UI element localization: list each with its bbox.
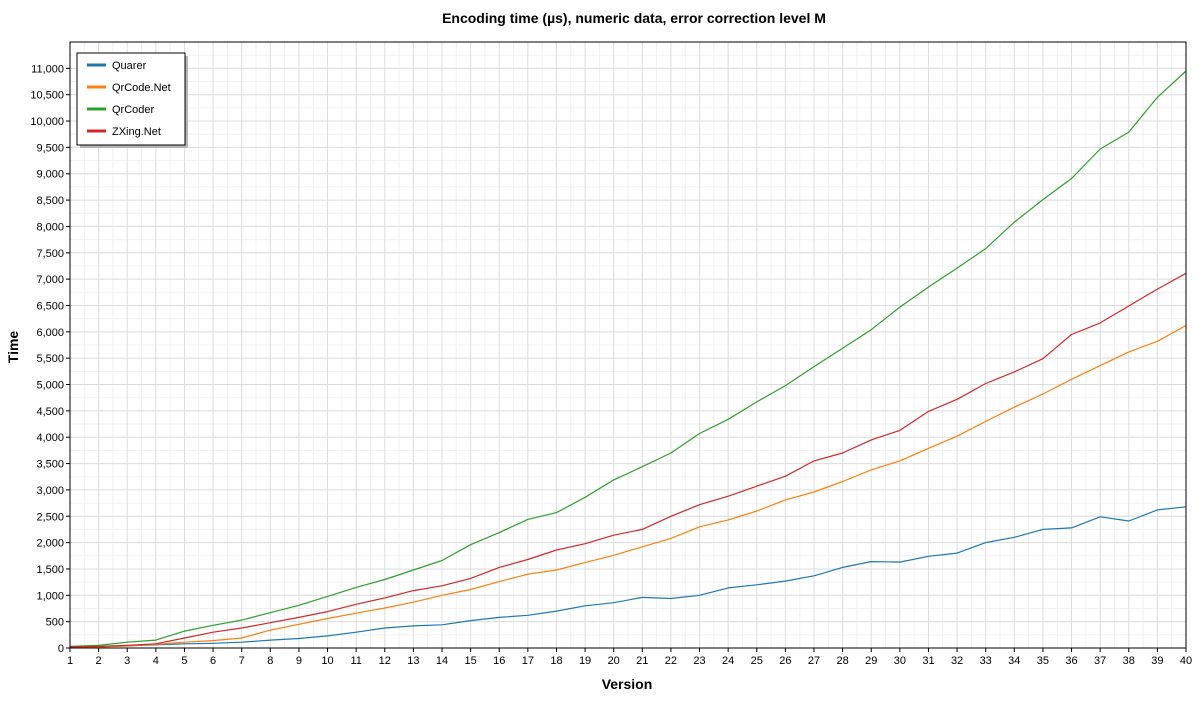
x-tick-label: 38 (1123, 655, 1135, 667)
series-line-qrcoder (69, 70, 1187, 647)
y-axis-ticks: 0 500 1,000 1,500 2,000 2,500 3,000 3,500 4,000 4… (30, 63, 70, 655)
y-tick-label: 8,000 (36, 221, 64, 233)
series-lines (69, 70, 1187, 649)
x-tick-label: 17 (522, 655, 534, 667)
legend-label: ZXing.Net (112, 126, 161, 138)
y-tick-label: 8,500 (36, 195, 64, 207)
x-tick-label: 33 (980, 655, 992, 667)
y-tick-label: 9,000 (36, 169, 64, 181)
x-tick-label: 4 (153, 655, 159, 667)
x-tick-label: 7 (239, 655, 245, 667)
y-tick-label: 3,500 (36, 459, 64, 471)
x-tick-label: 2 (96, 655, 102, 667)
x-tick-label: 13 (407, 655, 419, 667)
x-tick-label: 29 (865, 655, 877, 667)
y-tick-label: 10,500 (30, 90, 64, 102)
legend: Quarer QrCode.Net QrCoder ZXing.Net (76, 52, 188, 148)
x-tick-label: 14 (436, 655, 448, 667)
x-tick-label: 27 (808, 655, 820, 667)
chart-title: Encoding time (µs), numeric data, error … (442, 10, 826, 26)
x-tick-label: 24 (722, 655, 734, 667)
y-tick-label: 1,500 (36, 564, 64, 576)
y-tick-label: 7,500 (36, 248, 64, 260)
x-tick-label: 19 (579, 655, 591, 667)
x-tick-label: 36 (1065, 655, 1077, 667)
x-axis-title: Version (602, 676, 653, 692)
y-tick-label: 7,000 (36, 274, 64, 286)
x-tick-label: 23 (693, 655, 705, 667)
x-tick-label: 10 (321, 655, 333, 667)
y-tick-label: 5,500 (36, 353, 64, 365)
x-tick-label: 37 (1094, 655, 1106, 667)
x-tick-label: 25 (751, 655, 763, 667)
series-line-quarer (69, 506, 1187, 649)
y-axis-title: Time (5, 331, 21, 364)
x-tick-label: 12 (379, 655, 391, 667)
y-tick-label: 3,000 (36, 485, 64, 497)
y-tick-label: 4,000 (36, 432, 64, 444)
x-tick-label: 6 (210, 655, 216, 667)
y-tick-label: 500 (46, 617, 64, 629)
y-tick-label: 11,000 (31, 63, 64, 75)
x-tick-label: 32 (951, 655, 963, 667)
x-tick-label: 40 (1180, 655, 1192, 667)
y-tick-label: 6,500 (36, 300, 64, 312)
x-tick-label: 16 (493, 655, 505, 667)
legend-label: Quarer (112, 60, 147, 72)
x-tick-label: 28 (836, 655, 848, 667)
x-tick-label: 31 (922, 655, 934, 667)
x-tick-label: 26 (779, 655, 791, 667)
grid-lines (69, 42, 1187, 649)
y-tick-label: 6,000 (36, 327, 64, 339)
x-tick-label: 20 (608, 655, 620, 667)
x-tick-label: 18 (550, 655, 562, 667)
x-tick-label: 11 (350, 655, 361, 667)
x-tick-label: 22 (665, 655, 677, 667)
x-tick-label: 30 (894, 655, 906, 667)
y-tick-label: 1,000 (36, 590, 64, 602)
plot-area-border (69, 41, 1187, 649)
series-line-zxing-net (69, 272, 1187, 648)
legend-label: QrCoder (112, 104, 155, 116)
y-tick-label: 2,500 (36, 511, 64, 523)
series-line-qrcode-net (69, 324, 1187, 649)
y-tick-label: 2,000 (36, 538, 64, 550)
legend-label: QrCode.Net (112, 82, 171, 94)
x-tick-label: 15 (464, 655, 476, 667)
x-tick-label: 35 (1037, 655, 1049, 667)
x-tick-label: 39 (1151, 655, 1163, 667)
x-tick-label: 9 (296, 655, 302, 667)
y-tick-label: 10,000 (30, 116, 64, 128)
x-tick-label: 21 (636, 655, 648, 667)
x-axis-ticks: 1 2 3 4 5 6 7 8 9 10 11 12 13 14 15 16 17 18 19 20 21 22 23 24 2… (67, 648, 1192, 667)
x-tick-label: 5 (181, 655, 187, 667)
x-tick-label: 8 (267, 655, 273, 667)
y-tick-label: 4,500 (36, 406, 64, 418)
y-tick-label: 9,500 (36, 142, 64, 154)
y-tick-label: 0 (58, 643, 64, 655)
x-tick-label: 1 (67, 655, 73, 667)
x-tick-label: 34 (1008, 655, 1020, 667)
y-tick-label: 5,000 (36, 380, 64, 392)
x-tick-label: 3 (124, 655, 130, 667)
